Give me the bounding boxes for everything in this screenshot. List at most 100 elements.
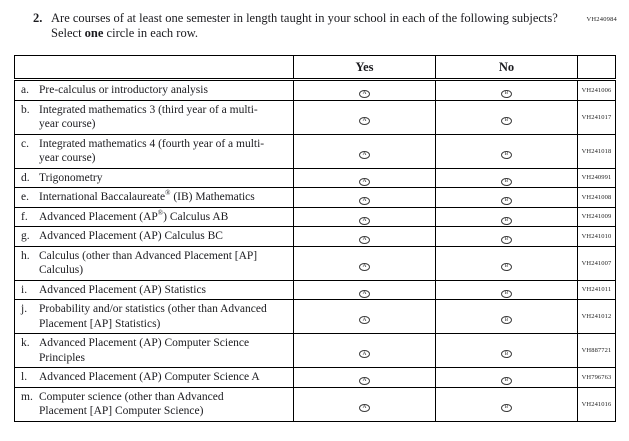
no-cell: B bbox=[435, 333, 578, 368]
yes-option-letter: A bbox=[362, 197, 367, 204]
subject-label: Advanced Placement (AP) Computer Science… bbox=[39, 336, 267, 365]
subject-row: a. Pre-calculus or introductory analysis… bbox=[14, 79, 616, 101]
subject-row: h. Calculus (other than Advanced Placeme… bbox=[14, 245, 616, 281]
subject-row: m. Computer science (other than Advanced… bbox=[14, 386, 616, 422]
yes-option-circle[interactable]: A bbox=[359, 177, 370, 186]
no-option-circle[interactable]: B bbox=[501, 377, 512, 385]
yes-cell: A bbox=[293, 167, 436, 188]
yes-option-circle[interactable]: A bbox=[359, 403, 370, 412]
item-code: VH796763 bbox=[577, 367, 616, 388]
subject-cell: m. Computer science (other than Advanced… bbox=[14, 386, 294, 422]
yes-column-header: Yes bbox=[293, 55, 436, 81]
subject-label: Pre-calculus or introductory analysis bbox=[39, 83, 267, 98]
yes-cell: A bbox=[293, 206, 436, 227]
row-letter: j. bbox=[21, 303, 28, 315]
subject-label-text: Calculus (other than Advanced Placement … bbox=[39, 249, 258, 277]
no-option-circle[interactable]: B bbox=[501, 289, 512, 298]
no-option-circle[interactable]: B bbox=[501, 177, 512, 186]
no-option-circle[interactable]: B bbox=[501, 350, 512, 359]
subject-label: Probability and/or statistics (other tha… bbox=[39, 302, 267, 331]
no-option-letter: B bbox=[504, 404, 509, 410]
no-cell: B bbox=[435, 167, 578, 188]
item-code: VH241007 bbox=[577, 245, 616, 281]
yes-option-circle[interactable]: A bbox=[359, 377, 370, 385]
item-code: VH241006 bbox=[577, 79, 616, 101]
subject-cell: h. Calculus (other than Advanced Placeme… bbox=[14, 245, 294, 281]
no-option-circle[interactable]: B bbox=[501, 90, 512, 98]
no-cell: B bbox=[435, 226, 578, 247]
no-option-circle[interactable]: B bbox=[501, 316, 512, 325]
subject-row: l. Advanced Placement (AP) Computer Scie… bbox=[14, 367, 616, 388]
subject-label: International Baccalaureate® (IB) Mathem… bbox=[39, 190, 267, 205]
subject-cell: k. Advanced Placement (AP) Computer Scie… bbox=[14, 333, 294, 368]
subject-label-text: Advanced Placement (AP) Computer Science… bbox=[39, 371, 260, 383]
subject-row: g. Advanced Placement (AP) Calculus BC A… bbox=[14, 226, 616, 247]
no-option-letter: B bbox=[504, 377, 509, 384]
no-option-letter: B bbox=[504, 177, 509, 184]
no-option-circle[interactable]: B bbox=[501, 197, 512, 205]
no-option-circle[interactable]: B bbox=[501, 403, 512, 412]
no-option-circle[interactable]: B bbox=[501, 216, 512, 225]
item-code: VH241018 bbox=[577, 133, 616, 169]
yes-cell: A bbox=[293, 99, 436, 135]
no-option-circle[interactable]: B bbox=[501, 116, 512, 125]
yes-cell: A bbox=[293, 245, 436, 281]
no-option-circle[interactable]: B bbox=[501, 150, 512, 159]
item-code: VH241017 bbox=[577, 99, 616, 135]
yes-option-letter: A bbox=[362, 289, 367, 296]
yes-option-circle[interactable]: A bbox=[359, 350, 370, 359]
yes-option-circle[interactable]: A bbox=[359, 116, 370, 125]
subject-label-text: Integrated mathematics 4 (fourth year of… bbox=[39, 137, 265, 165]
yes-option-letter: A bbox=[362, 117, 367, 123]
yes-cell: A bbox=[293, 299, 436, 334]
item-code: VH241009 bbox=[577, 206, 616, 227]
subject-label-text: Advanced Placement (AP) Statistics bbox=[39, 283, 207, 296]
question-text-segment: circle in each row. bbox=[103, 25, 199, 40]
yes-option-circle[interactable]: A bbox=[359, 216, 370, 225]
no-cell: B bbox=[435, 299, 578, 334]
header-row: Yes No bbox=[14, 55, 616, 81]
registered-trademark-symbol: ® bbox=[165, 189, 171, 198]
row-letter: d. bbox=[21, 171, 30, 184]
no-option-circle[interactable]: B bbox=[501, 262, 512, 271]
yes-option-circle[interactable]: A bbox=[359, 90, 370, 98]
subject-label: Computer science (other than Advanced Pl… bbox=[39, 390, 267, 419]
yes-option-circle[interactable]: A bbox=[359, 197, 370, 205]
row-letter: m. bbox=[21, 390, 33, 403]
no-option-letter: B bbox=[504, 289, 509, 296]
no-cell: B bbox=[435, 245, 578, 281]
subject-row: k. Advanced Placement (AP) Computer Scie… bbox=[14, 333, 616, 368]
item-code: VH241008 bbox=[577, 187, 616, 208]
yes-option-letter: A bbox=[362, 216, 367, 223]
item-code: VH241012 bbox=[577, 299, 616, 334]
yes-option-circle[interactable]: A bbox=[359, 289, 370, 298]
row-letter: e. bbox=[21, 191, 29, 203]
subject-column-header bbox=[14, 55, 294, 81]
subject-label: Advanced Placement (AP) Statistics bbox=[39, 283, 267, 298]
subject-cell: a. Pre-calculus or introductory analysis bbox=[14, 79, 294, 101]
courses-table: Yes No a. Pre-calculus or introductory a… bbox=[14, 55, 616, 422]
subject-label-text: International Baccalaureate bbox=[39, 191, 166, 203]
row-letter: k. bbox=[21, 337, 30, 349]
subject-label-text: Computer science (other than Advanced Pl… bbox=[39, 390, 224, 418]
registered-trademark-symbol: ® bbox=[157, 208, 164, 217]
subject-label: Trigonometry bbox=[39, 171, 267, 186]
subject-label-text: Pre-calculus or introductory analysis bbox=[39, 84, 208, 96]
item-code: VH887721 bbox=[577, 333, 616, 368]
row-letter: h. bbox=[21, 249, 30, 262]
yes-option-letter: A bbox=[362, 377, 367, 384]
no-cell: B bbox=[435, 279, 578, 300]
subject-label: Calculus (other than Advanced Placement … bbox=[39, 249, 267, 278]
yes-option-circle[interactable]: A bbox=[359, 236, 370, 244]
item-code: VH241016 bbox=[577, 386, 616, 422]
yes-option-circle[interactable]: A bbox=[359, 316, 370, 325]
yes-option-circle[interactable]: A bbox=[359, 262, 370, 271]
subject-cell: j. Probability and/or statistics (other … bbox=[14, 299, 294, 334]
row-letter: g. bbox=[21, 230, 30, 242]
subject-cell: l. Advanced Placement (AP) Computer Scie… bbox=[14, 367, 294, 388]
no-option-letter: B bbox=[504, 151, 509, 157]
row-letter: b. bbox=[21, 103, 30, 116]
yes-option-circle[interactable]: A bbox=[359, 150, 370, 159]
code-column-header bbox=[577, 55, 616, 81]
no-option-circle[interactable]: B bbox=[501, 236, 512, 244]
